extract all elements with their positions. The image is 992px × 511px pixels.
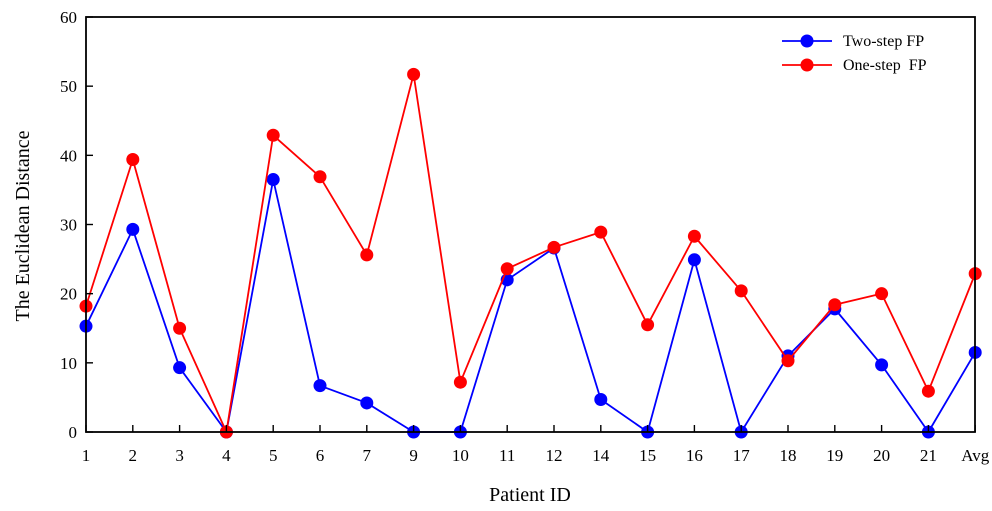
data-point	[173, 321, 187, 335]
data-point	[126, 152, 140, 166]
x-tick-label: 3	[175, 446, 184, 465]
y-axis-title: The Euclidean Distance	[12, 130, 34, 321]
data-point	[594, 392, 608, 406]
legend-label: Two-step FP	[843, 33, 924, 50]
data-point	[173, 361, 187, 375]
data-point	[921, 384, 935, 398]
x-tick-label: 15	[639, 446, 656, 465]
y-tick-label: 30	[60, 216, 77, 235]
series-1	[79, 173, 982, 439]
y-tick-label: 20	[60, 285, 77, 304]
x-tick-label: 10	[452, 446, 469, 465]
x-tick-label: 1	[82, 446, 91, 465]
x-tick-label: 16	[686, 446, 703, 465]
x-tick-label: 12	[546, 446, 563, 465]
x-axis-ticks: 1 2 3 4 5 6 7 9 10 11 12 14 15 16 17 18 19 20 21 Avg	[82, 425, 990, 465]
data-point	[641, 318, 655, 332]
plot-frame	[85, 16, 976, 433]
y-tick-label: 0	[69, 423, 78, 442]
data-point	[266, 128, 280, 142]
series-line	[85, 73, 977, 433]
legend-label: One-step FP	[843, 57, 927, 74]
legend-marker	[800, 34, 814, 48]
x-tick-label: 21	[920, 446, 937, 465]
x-tick-label: 18	[780, 446, 797, 465]
x-tick-label: 11	[499, 446, 515, 465]
data-point	[360, 396, 374, 410]
data-point	[500, 262, 514, 276]
data-point	[687, 229, 701, 243]
y-tick-label: 10	[60, 354, 77, 373]
plot-marks	[79, 67, 982, 439]
x-tick-label: 6	[316, 446, 325, 465]
series-2	[79, 67, 982, 439]
x-tick-label: 9	[409, 446, 418, 465]
data-point	[313, 379, 327, 393]
x-tick-label: 2	[129, 446, 138, 465]
data-point	[687, 253, 701, 267]
data-point	[126, 222, 140, 236]
legend: Two-step FP One-step FP	[782, 33, 927, 74]
data-point	[781, 354, 795, 368]
data-point	[407, 67, 421, 81]
data-point	[266, 173, 280, 187]
x-tick-label: 17	[733, 446, 751, 465]
data-point	[594, 225, 608, 239]
series-line	[85, 178, 976, 433]
x-tick-label: 14	[592, 446, 610, 465]
data-point	[360, 248, 374, 262]
x-axis-title: Patient ID	[489, 484, 571, 506]
x-tick-label: 20	[873, 446, 890, 465]
data-point	[453, 375, 467, 389]
y-tick-label: 60	[60, 8, 77, 27]
data-point	[875, 358, 889, 372]
data-point	[875, 287, 889, 301]
x-tick-label: 7	[363, 446, 372, 465]
x-tick-label: 19	[826, 446, 843, 465]
y-tick-label: 50	[60, 77, 77, 96]
data-point	[828, 298, 842, 312]
legend-marker	[800, 58, 814, 72]
data-point	[313, 170, 327, 184]
x-tick-label: Avg	[961, 446, 990, 465]
x-tick-label: 4	[222, 446, 231, 465]
data-point	[734, 284, 748, 298]
y-tick-label: 40	[60, 146, 77, 165]
y-axis-ticks: 0 10 20 30 40 50 60	[60, 8, 93, 442]
x-tick-label: 5	[269, 446, 278, 465]
data-point	[547, 240, 561, 254]
